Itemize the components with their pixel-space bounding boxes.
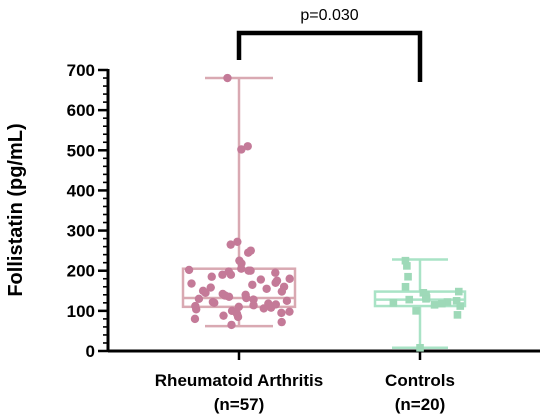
data-point (242, 293, 251, 303)
y-axis-title: Follistatin (pg/mL) (5, 123, 27, 296)
data-point (277, 308, 286, 318)
data-point (453, 311, 462, 319)
data-point (194, 294, 204, 304)
data-point (266, 303, 276, 312)
data-point (246, 266, 255, 275)
data-point (403, 262, 411, 270)
data-point (259, 304, 268, 313)
significance-bracket (236, 30, 423, 82)
data-point (249, 301, 258, 310)
data-point (443, 298, 452, 306)
data-point (389, 299, 398, 307)
group-1 (373, 256, 467, 352)
y-tick-label: 300 (67, 222, 95, 241)
x-category-label: Rheumatoid Arthritis (155, 371, 323, 390)
y-axis: 0 100 200 300 400 500 600 700 (67, 61, 110, 361)
data-point (192, 305, 201, 314)
y-tick-label: 600 (67, 101, 95, 120)
data-point (285, 307, 294, 316)
data-point (282, 296, 292, 306)
data-point (201, 288, 210, 297)
x-category-label: Controls (385, 371, 455, 390)
p-value-label: p=0.030 (300, 7, 358, 24)
data-point (187, 279, 196, 288)
data-point (285, 274, 294, 283)
data-point (456, 302, 465, 310)
data-point (218, 270, 227, 279)
group-0 (181, 73, 297, 330)
plot-groups (181, 73, 467, 352)
y-tick-label: 500 (67, 141, 95, 160)
data-point (184, 265, 194, 275)
y-tick-label: 700 (67, 61, 95, 80)
data-point (237, 264, 246, 273)
data-point (405, 295, 414, 304)
data-point (248, 280, 257, 289)
data-point (206, 283, 215, 292)
data-point (237, 145, 246, 154)
data-point (223, 73, 232, 83)
significance-annotation: p=0.030 (236, 7, 423, 82)
data-point (210, 298, 219, 308)
data-point (454, 287, 463, 296)
data-point (233, 312, 243, 322)
x-axis: Rheumatoid Arthritis (n=57) Controls (n=20) (108, 349, 540, 414)
data-point (190, 314, 200, 324)
y-tick-label: 100 (67, 302, 95, 321)
data-point (271, 278, 280, 287)
data-point (256, 275, 266, 284)
data-point (234, 302, 243, 312)
data-point (401, 282, 410, 291)
data-point (430, 301, 439, 309)
data-point (271, 268, 280, 277)
data-point (277, 317, 286, 327)
data-point (452, 297, 461, 305)
data-point (401, 256, 410, 265)
data-point (226, 270, 236, 279)
data-point (224, 292, 234, 302)
x-category-count: (n=20) (395, 395, 446, 414)
data-point (244, 248, 253, 257)
data-point (412, 307, 420, 315)
data-point (227, 320, 236, 330)
data-point (277, 287, 287, 296)
y-tick-label: 200 (67, 262, 95, 281)
data-point (226, 240, 235, 249)
data-point (207, 272, 216, 281)
x-category-count: (n=57) (214, 395, 265, 414)
data-point (233, 237, 242, 247)
data-point (416, 343, 424, 352)
y-tick-label: 400 (67, 181, 95, 200)
data-point (219, 311, 228, 320)
data-point (243, 142, 252, 151)
data-point (438, 299, 446, 308)
data-point (262, 284, 271, 293)
data-point (404, 272, 412, 281)
y-tick-label: 0 (86, 342, 95, 361)
data-point (422, 295, 430, 303)
